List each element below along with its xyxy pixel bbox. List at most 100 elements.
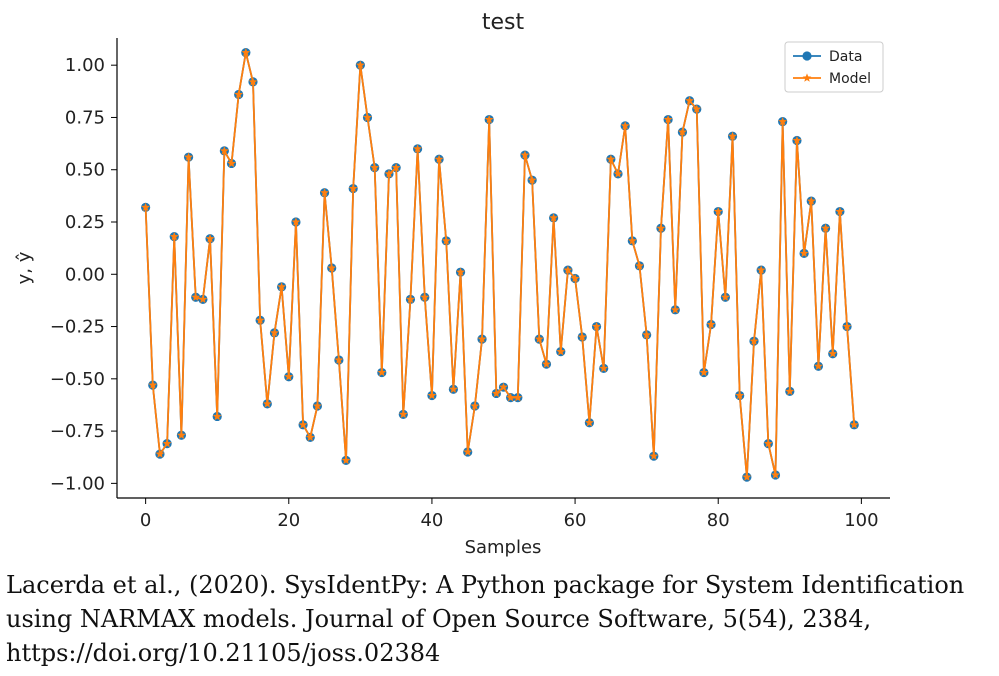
series-layer — [141, 48, 859, 482]
model-point — [806, 196, 816, 205]
model-point — [313, 401, 322, 410]
model-point — [491, 388, 501, 398]
model-point — [635, 261, 644, 270]
y-axis-label: y, ŷ — [14, 251, 35, 284]
model-point — [384, 169, 394, 178]
model-point — [141, 202, 150, 212]
y-tick-label: 0.00 — [65, 264, 105, 285]
series-model — [141, 48, 859, 481]
citation-caption: Lacerda et al., (2020). SysIdentPy: A Py… — [6, 568, 996, 670]
model-point — [484, 114, 494, 124]
model-point — [391, 163, 401, 172]
model-point — [821, 223, 830, 232]
model-point — [728, 131, 737, 140]
model-point — [241, 48, 251, 57]
model-point — [499, 382, 508, 391]
series-data — [141, 48, 859, 482]
x-tick-label: 100 — [844, 510, 878, 531]
model-point — [255, 315, 265, 324]
model-point — [534, 334, 544, 343]
model-point — [814, 361, 823, 370]
chart-figure: test 0 20 40 60 80 100 1.00 0.75 0.50 0.25 0.00 −0.… — [14, 10, 890, 558]
x-tick-label: 80 — [707, 510, 730, 531]
model-point — [656, 223, 666, 232]
model-point — [270, 328, 279, 337]
model-point — [513, 393, 523, 402]
model-point — [320, 188, 329, 197]
y-tick-label: 0.25 — [65, 212, 105, 233]
model-point — [763, 439, 773, 448]
model-point — [427, 390, 437, 400]
x-tick-label: 0 — [140, 510, 151, 531]
y-tick-label: −1.00 — [50, 473, 105, 494]
model-point — [592, 321, 601, 331]
model-point — [620, 121, 630, 130]
model-point — [420, 292, 430, 301]
model-point — [785, 386, 795, 396]
legend-marker-model — [802, 73, 812, 82]
model-point — [477, 334, 487, 343]
model-point — [291, 217, 301, 226]
model-point — [284, 372, 294, 381]
y-tick-label: 1.00 — [65, 55, 105, 76]
y-tick-label: −0.75 — [50, 421, 105, 442]
model-point — [549, 213, 558, 222]
series-line-data — [144, 51, 856, 478]
model-point — [721, 292, 730, 301]
y-tick-label: −0.50 — [50, 369, 105, 390]
legend-marker-data — [802, 51, 812, 61]
model-point — [570, 273, 580, 283]
model-point — [334, 355, 344, 364]
model-point — [678, 127, 687, 136]
legend-label-data: Data — [829, 49, 862, 65]
model-point — [377, 367, 387, 377]
model-point — [506, 393, 516, 402]
model-point — [219, 146, 229, 155]
model-point — [434, 154, 444, 163]
series-line-model — [144, 51, 856, 478]
model-point — [162, 439, 172, 448]
model-point — [613, 169, 623, 178]
model-point — [606, 154, 616, 163]
y-tick-label: 0.50 — [65, 160, 105, 181]
model-point — [749, 336, 759, 345]
x-tick-label: 20 — [277, 510, 300, 531]
x-tick-label: 40 — [420, 510, 443, 531]
x-tick-label: 60 — [564, 510, 587, 531]
model-point — [370, 163, 380, 172]
model-point — [828, 349, 838, 358]
model-point — [191, 292, 201, 301]
legend-label-model: Model — [829, 71, 871, 87]
model-point — [234, 89, 244, 99]
model-point — [670, 305, 680, 314]
model-point — [756, 265, 766, 274]
model-point — [398, 409, 408, 419]
model-point — [262, 399, 272, 408]
model-point — [355, 60, 365, 69]
model-point — [627, 236, 637, 245]
legend: Data Model — [784, 41, 884, 93]
model-point — [298, 420, 308, 429]
model-point — [441, 236, 451, 245]
model-point — [563, 265, 573, 274]
model-point — [542, 359, 551, 368]
model-point — [177, 430, 186, 439]
model-point — [585, 418, 594, 427]
model-point — [771, 470, 780, 479]
model-point — [520, 150, 530, 159]
model-point — [527, 175, 537, 184]
model-point — [148, 380, 158, 389]
caption-line-2: using NARMAX models. Journal of Open Sou… — [6, 605, 872, 633]
model-point — [406, 294, 415, 304]
model-point — [835, 206, 845, 216]
y-tick-label: −0.25 — [50, 317, 105, 338]
model-point — [463, 447, 473, 456]
model-point — [556, 347, 566, 356]
model-point — [792, 135, 802, 145]
model-point — [706, 319, 716, 329]
model-point — [799, 248, 809, 258]
chart-title: test — [482, 10, 525, 35]
model-point — [205, 234, 215, 243]
caption-line-3: https://doi.org/10.21105/joss.02384 — [6, 639, 441, 667]
model-point — [413, 144, 422, 153]
